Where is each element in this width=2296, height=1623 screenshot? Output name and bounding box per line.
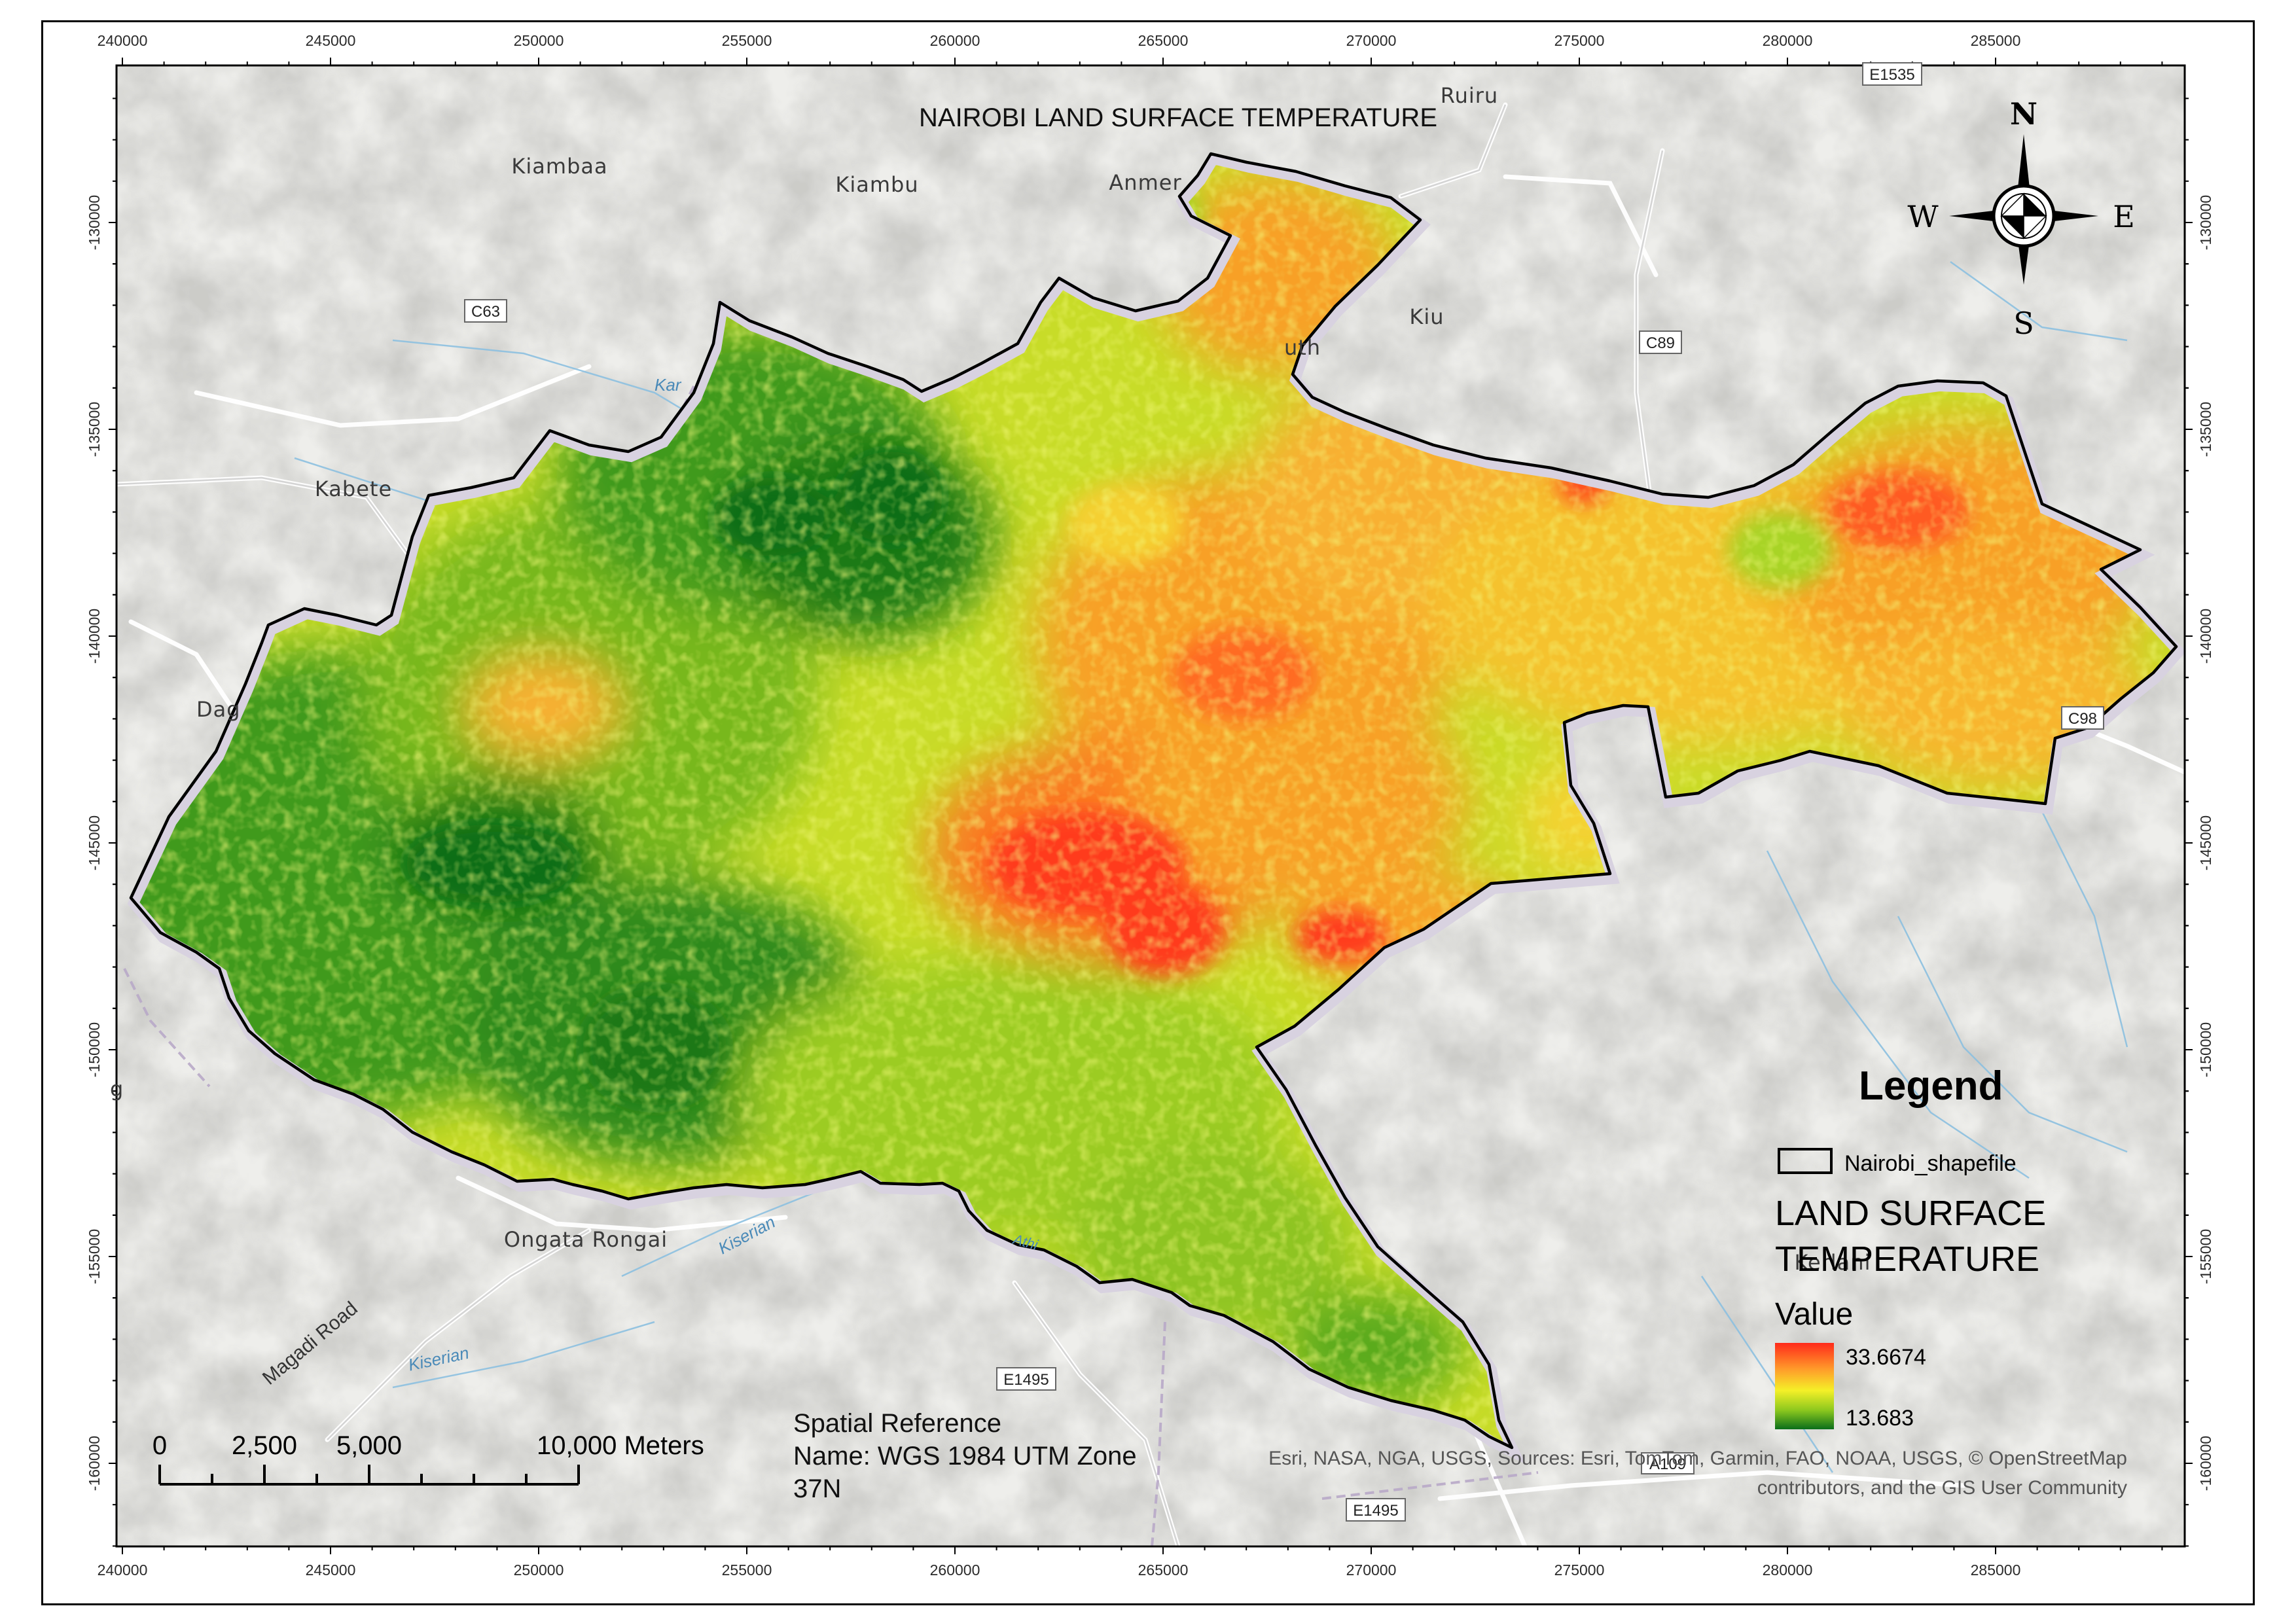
- svg-text:C63: C63: [471, 303, 500, 321]
- shield-c89: C89: [1639, 330, 1682, 354]
- x-label-bottom: 240000: [98, 1561, 148, 1578]
- y-label-right: -145000: [2197, 815, 2214, 870]
- svg-text:C98: C98: [2068, 710, 2097, 728]
- y-label-left: -155000: [86, 1229, 103, 1284]
- river-kar: Kar: [655, 375, 682, 395]
- x-label-bottom: 245000: [306, 1561, 356, 1578]
- y-label-right: -150000: [2197, 1022, 2214, 1077]
- svg-text:E1535: E1535: [1869, 66, 1914, 84]
- place-anmer: Anmer: [1109, 170, 1181, 195]
- x-grid-labels-bottom: 240000 245000 250000 255000 260000 265000 2700…: [98, 1561, 2021, 1578]
- x-label-top: 260000: [930, 32, 980, 49]
- y-label-left: -145000: [86, 815, 103, 870]
- x-label-bottom: 255000: [722, 1561, 772, 1578]
- spatial-ref-zone: 37N: [793, 1474, 841, 1503]
- y-tick-marks: [109, 98, 2193, 1547]
- scale-label: 10,000 Meters: [537, 1431, 704, 1460]
- x-label-bottom: 275000: [1554, 1561, 1605, 1578]
- x-label-top: 255000: [722, 32, 772, 49]
- x-tick-marks: [122, 58, 2163, 1554]
- place-uth: uth: [1284, 335, 1321, 360]
- x-grid-labels-top: 240000 245000 250000 255000 260000 265000 2700…: [98, 32, 2021, 49]
- shield-a109: A109: [1641, 1452, 1695, 1474]
- x-label-top: 270000: [1346, 32, 1397, 49]
- shield-e1495-a: E1495: [996, 1367, 1056, 1391]
- west-letter: W: [1907, 199, 1939, 234]
- x-label-top: 240000: [98, 32, 148, 49]
- east-letter: E: [2113, 199, 2135, 234]
- place-ruiru: Ruiru: [1441, 83, 1498, 108]
- place-labels: Ruiru Kiambaa Kiambu Anmer Kiu uth Kabet…: [110, 83, 1871, 1275]
- x-label-bottom: 285000: [1971, 1561, 2021, 1578]
- legend-low-value: 13.683: [1846, 1406, 1914, 1431]
- shield-c98: C98: [2061, 706, 2104, 730]
- place-kiambu: Kiambu: [835, 172, 918, 197]
- attribution: Esri, NASA, NGA, USGS, Sources: Esri, To…: [1268, 1448, 2127, 1499]
- legend-value-label: Value: [1775, 1297, 1853, 1332]
- north-arrow: N S E W: [1907, 96, 2134, 341]
- legend-color-ramp: [1775, 1343, 1834, 1429]
- y-label-left: -135000: [86, 402, 103, 457]
- y-label-left: -140000: [86, 609, 103, 664]
- y-label-right: -160000: [2197, 1436, 2214, 1491]
- y-label-right: -155000: [2197, 1229, 2214, 1284]
- x-label-top: 245000: [306, 32, 356, 49]
- svg-text:E1495: E1495: [1003, 1371, 1049, 1389]
- legend-raster-title-2: TEMPERATURE: [1775, 1240, 2039, 1279]
- legend-high-value: 33.6674: [1846, 1345, 1926, 1370]
- scale-bar: 0 2,500 5,000 10,000 Meters: [152, 1431, 704, 1486]
- shield-c63: C63: [464, 299, 507, 323]
- svg-text:A109: A109: [1649, 1455, 1686, 1473]
- page-frame: [41, 20, 2255, 1605]
- attribution-line-1: Esri, NASA, NGA, USGS, Sources: Esri, To…: [1268, 1448, 2127, 1469]
- y-label-right: -140000: [2197, 609, 2214, 664]
- place-kiu: Kiu: [1409, 304, 1444, 329]
- x-label-top: 275000: [1554, 32, 1605, 49]
- y-label-left: -160000: [86, 1436, 103, 1491]
- y-label-right: -130000: [2197, 195, 2214, 250]
- place-kiambaa: Kiambaa: [511, 154, 607, 179]
- legend: Legend Nairobi_shapefile LAND SURFACE TE…: [1775, 1063, 2046, 1431]
- spatial-reference: Spatial Reference Name: WGS 1984 UTM Zon…: [793, 1409, 1137, 1503]
- place-dag: Dag: [196, 697, 241, 722]
- x-label-bottom: 260000: [930, 1561, 980, 1578]
- scale-label: 2,500: [232, 1431, 297, 1460]
- place-ongata-rongai: Ongata Rongai: [504, 1227, 668, 1252]
- attribution-line-2: contributors, and the GIS User Community: [1757, 1477, 2127, 1499]
- place-g: g: [110, 1077, 124, 1101]
- legend-raster-title-1: LAND SURFACE: [1775, 1194, 2046, 1233]
- place-kerlani: Kerlani: [1795, 1250, 1871, 1275]
- x-label-top: 265000: [1138, 32, 1189, 49]
- x-label-bottom: 270000: [1346, 1561, 1397, 1578]
- svg-text:E1495: E1495: [1353, 1502, 1398, 1520]
- place-kabete: Kabete: [315, 476, 392, 501]
- x-label-bottom: 250000: [514, 1561, 564, 1578]
- map-title: NAIROBI LAND SURFACE TEMPERATURE: [919, 103, 1437, 132]
- shield-e1495-b: E1495: [1346, 1498, 1406, 1522]
- y-label-right: -135000: [2197, 402, 2214, 457]
- scale-label: 5,000: [336, 1431, 402, 1460]
- y-label-left: -130000: [86, 195, 103, 250]
- legend-heading: Legend: [1859, 1063, 2003, 1109]
- map-frame: [115, 64, 2186, 1548]
- legend-layer-label: Nairobi_shapefile: [1844, 1151, 2017, 1176]
- x-label-bottom: 265000: [1138, 1561, 1189, 1578]
- svg-text:C89: C89: [1646, 334, 1675, 352]
- spatial-ref-heading: Spatial Reference: [793, 1409, 1001, 1438]
- spatial-ref-name: Name: WGS 1984 UTM Zone: [793, 1442, 1137, 1471]
- x-label-top: 285000: [1971, 32, 2021, 49]
- legend-boundary-swatch: [1778, 1148, 1833, 1174]
- y-grid-labels-right: -130000 -135000 -140000 -145000 -150000 -1550…: [2197, 195, 2214, 1491]
- y-label-left: -150000: [86, 1022, 103, 1077]
- south-letter: S: [2013, 306, 2034, 341]
- x-label-top: 250000: [514, 32, 564, 49]
- x-label-bottom: 280000: [1763, 1561, 1813, 1578]
- x-label-top: 280000: [1763, 32, 1813, 49]
- scale-label: 0: [152, 1431, 167, 1460]
- y-grid-labels-left: -130000 -135000 -140000 -145000 -150000 -1550…: [86, 195, 103, 1491]
- shield-e1535: E1535: [1862, 62, 1922, 86]
- north-letter: N: [2010, 96, 2037, 132]
